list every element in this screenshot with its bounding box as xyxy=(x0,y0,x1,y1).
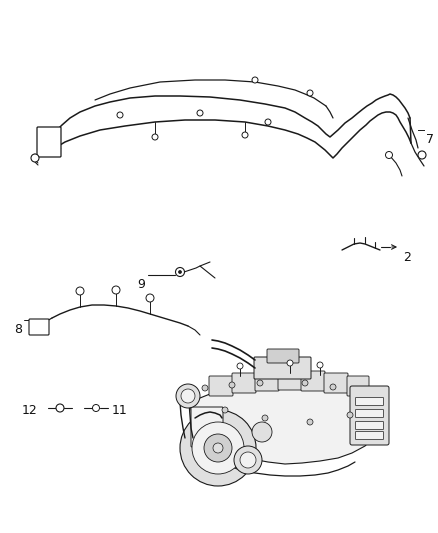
Circle shape xyxy=(76,287,84,295)
FancyBboxPatch shape xyxy=(278,370,302,390)
Circle shape xyxy=(213,443,223,453)
FancyBboxPatch shape xyxy=(254,357,311,379)
FancyBboxPatch shape xyxy=(255,371,279,391)
FancyBboxPatch shape xyxy=(356,398,384,406)
FancyBboxPatch shape xyxy=(356,432,384,440)
Circle shape xyxy=(252,422,272,442)
Circle shape xyxy=(112,286,120,294)
Circle shape xyxy=(117,112,123,118)
FancyBboxPatch shape xyxy=(209,376,233,396)
Text: 7: 7 xyxy=(426,133,434,146)
Circle shape xyxy=(229,382,235,388)
FancyBboxPatch shape xyxy=(356,409,384,417)
Circle shape xyxy=(179,271,181,273)
Text: 2: 2 xyxy=(403,251,411,264)
FancyBboxPatch shape xyxy=(232,373,256,393)
Circle shape xyxy=(242,132,248,138)
Circle shape xyxy=(252,77,258,83)
Circle shape xyxy=(202,385,208,391)
Text: 9: 9 xyxy=(137,278,145,291)
Circle shape xyxy=(262,415,268,421)
Circle shape xyxy=(56,404,64,412)
Circle shape xyxy=(307,90,313,96)
Circle shape xyxy=(197,110,203,116)
Circle shape xyxy=(347,412,353,418)
Circle shape xyxy=(181,389,195,403)
FancyBboxPatch shape xyxy=(324,373,348,393)
FancyBboxPatch shape xyxy=(267,349,299,363)
Circle shape xyxy=(287,360,293,366)
Circle shape xyxy=(240,452,256,468)
Circle shape xyxy=(204,434,232,462)
Circle shape xyxy=(237,363,243,369)
Text: 11: 11 xyxy=(112,404,128,417)
Circle shape xyxy=(265,119,271,125)
Circle shape xyxy=(180,410,256,486)
Circle shape xyxy=(234,446,262,474)
Circle shape xyxy=(330,384,336,390)
Circle shape xyxy=(302,380,308,386)
Circle shape xyxy=(146,294,154,302)
Circle shape xyxy=(192,422,244,474)
Circle shape xyxy=(176,268,184,277)
FancyBboxPatch shape xyxy=(301,371,325,391)
Circle shape xyxy=(385,151,392,158)
Circle shape xyxy=(176,384,200,408)
Circle shape xyxy=(31,154,39,162)
FancyBboxPatch shape xyxy=(350,386,389,445)
Circle shape xyxy=(307,419,313,425)
Text: 8: 8 xyxy=(14,323,22,336)
FancyBboxPatch shape xyxy=(356,422,384,430)
Text: 12: 12 xyxy=(22,404,38,417)
FancyBboxPatch shape xyxy=(29,319,49,335)
FancyBboxPatch shape xyxy=(347,376,369,396)
Polygon shape xyxy=(190,380,380,464)
Circle shape xyxy=(152,134,158,140)
Circle shape xyxy=(222,407,228,413)
FancyBboxPatch shape xyxy=(37,127,61,157)
Circle shape xyxy=(257,380,263,386)
Circle shape xyxy=(418,151,426,159)
Circle shape xyxy=(92,405,99,411)
FancyBboxPatch shape xyxy=(191,407,223,447)
Circle shape xyxy=(317,362,323,368)
